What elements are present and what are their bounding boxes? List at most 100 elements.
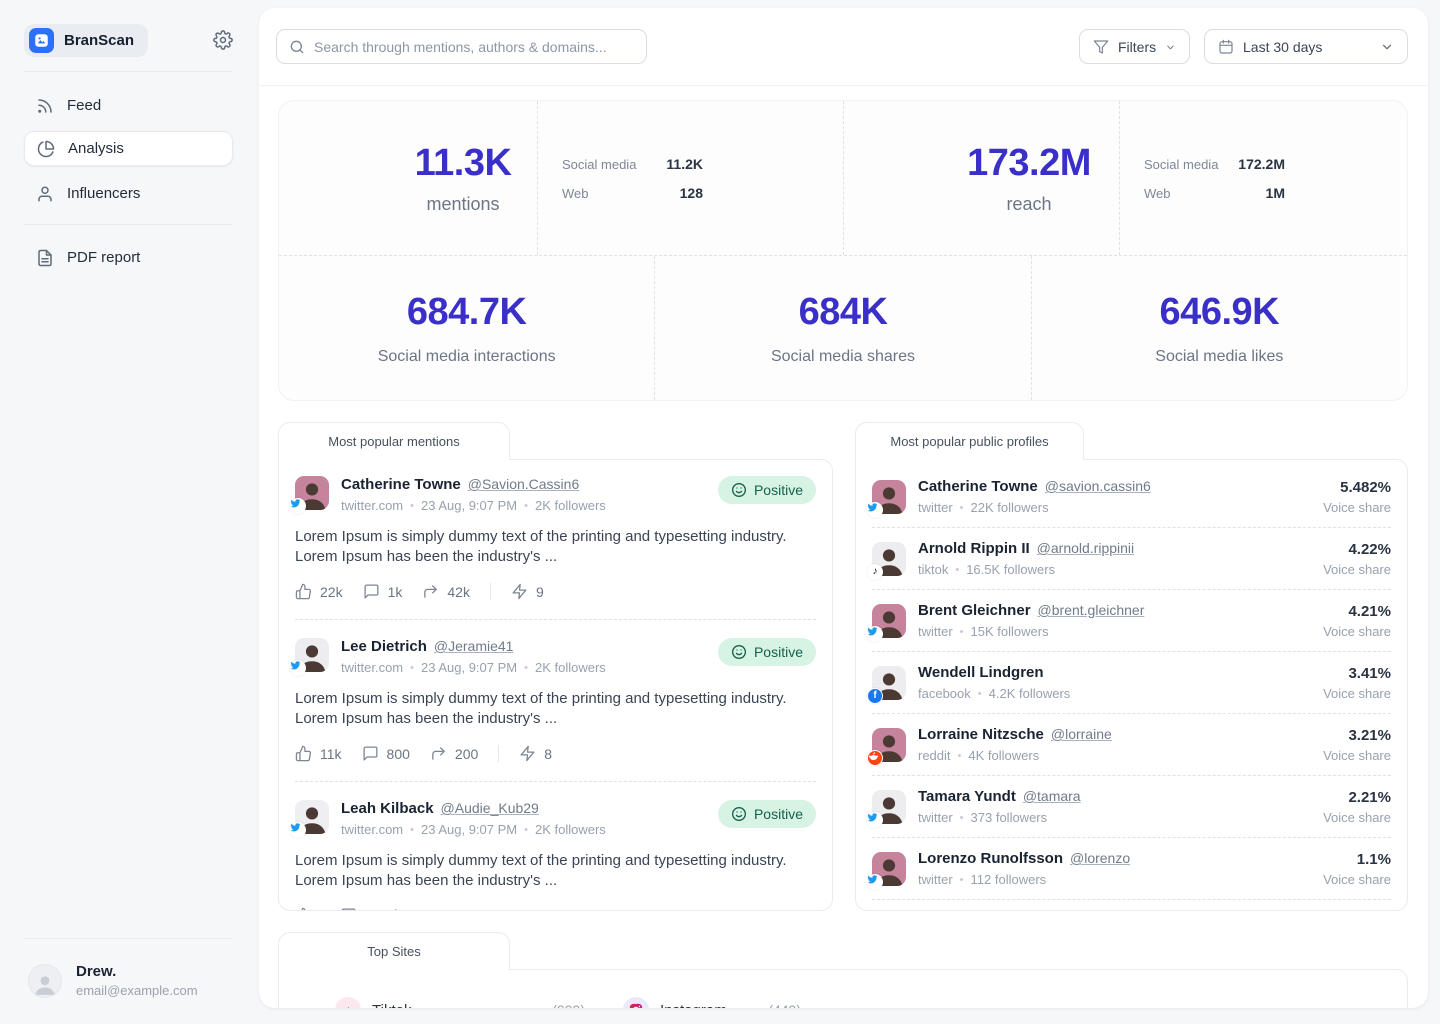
profile-followers: 4K followers	[968, 748, 1040, 763]
profile-row[interactable]: Lorenzo Runolfsson @lorenzo twitter • 112 fo…	[867, 838, 1391, 899]
profile-platform: reddit	[918, 748, 951, 763]
date-range-button[interactable]: Last 30 days	[1204, 29, 1408, 64]
likes-value: 646.9K	[1159, 290, 1280, 333]
mention-author-handle[interactable]: @Savion.Cassin6	[467, 476, 580, 492]
avatar	[290, 638, 329, 676]
main-panel: Filters Last 30 days 11.3K mentions Soci…	[259, 8, 1428, 1008]
profile-row[interactable]: Tamara Yundt @tamara twitter • 373 followers…	[867, 776, 1391, 837]
zap-stat-group[interactable]: 9	[511, 583, 544, 600]
profile-divider	[872, 651, 1391, 652]
sidebar-item-feed[interactable]: Feed	[24, 88, 233, 123]
profile-row[interactable]: Catherine Towne @savion.cassin6 twitter • 22…	[867, 466, 1391, 527]
dot-separator: •	[959, 811, 964, 824]
search-input-wrapper	[276, 29, 647, 64]
sidebar-item-label: Analysis	[68, 140, 124, 157]
search-input[interactable]	[314, 38, 634, 55]
profile-handle[interactable]: @lorraine	[1050, 726, 1112, 742]
likes-stat-group[interactable]: 22k	[295, 583, 343, 600]
profile-handle[interactable]: @savion.cassin6	[1044, 478, 1151, 494]
avatar	[867, 851, 906, 890]
user-account[interactable]: Drew. email@example.com	[28, 963, 198, 998]
profile-name: Wendell Lindgren	[918, 664, 1044, 681]
site-count: (999)	[552, 1002, 585, 1008]
tiktok-icon: ♪	[335, 997, 361, 1008]
profile-divider	[872, 713, 1391, 714]
chevron-down-icon	[1380, 40, 1394, 54]
interactions-value: 684.7K	[406, 290, 527, 333]
zap-stat-group[interactable]: 8	[519, 745, 552, 762]
reddit-alien-icon	[868, 751, 879, 760]
mention-followers: 2K followers	[534, 498, 606, 513]
twitter-bird-icon	[867, 502, 878, 511]
shares-stat-group[interactable]	[385, 907, 410, 910]
profile-row[interactable]: ♪ Arnold Rippin II @arnold.rippinii tiktok •…	[867, 528, 1391, 589]
mentions-total: 11.3K	[414, 141, 512, 184]
sidebar-item-pdf-report[interactable]: PDF report	[24, 240, 233, 275]
likes-stat-group[interactable]	[295, 907, 320, 910]
sidebar-divider	[24, 71, 233, 72]
avatar	[867, 727, 906, 766]
web-value: 1M	[1265, 184, 1285, 201]
mention-source: twitter.com	[341, 498, 404, 513]
comments-stat-group[interactable]: 1k	[363, 583, 402, 600]
site-entry-tiktok[interactable]: ♪ Tiktok (999)	[335, 997, 585, 1008]
dot-separator: •	[410, 823, 414, 836]
avatar	[867, 603, 906, 642]
reach-total: 173.2M	[967, 141, 1091, 184]
tab-most-popular-public-profiles[interactable]: Most popular public profiles	[855, 422, 1084, 460]
profile-handle[interactable]: @arnold.rippinii	[1036, 540, 1135, 556]
twitter-badge-icon	[290, 660, 306, 676]
profile-platform: tiktok	[918, 562, 949, 577]
reach-stat-group: 173.2M reach Social media 172.2M Web 1M	[843, 101, 1407, 255]
voice-share-label: Voice share	[1323, 871, 1391, 887]
comments-stat-group[interactable]: 800	[362, 745, 410, 762]
share-arrow-icon	[424, 585, 438, 598]
profile-divider	[872, 837, 1391, 838]
mention-divider	[295, 781, 816, 782]
twitter-bird-icon	[290, 499, 301, 508]
top-sites-card: ♪ Tiktok (999) Instagram (449)	[278, 969, 1408, 1008]
profile-followers: 22K followers	[970, 500, 1049, 515]
voice-share-label: Voice share	[1323, 623, 1391, 639]
tab-most-popular-mentions[interactable]: Most popular mentions	[278, 422, 510, 460]
sidebar-item-influencers[interactable]: Influencers	[24, 176, 233, 211]
comments-stat-group[interactable]	[340, 907, 365, 910]
profile-handle[interactable]: @tamara	[1022, 788, 1081, 804]
mention-item: Lee Dietrich @Jeramie41 twitter.com • 23 …	[290, 638, 816, 782]
brand-chip[interactable]: BranScan	[24, 24, 149, 57]
dot-separator: •	[959, 873, 964, 886]
site-entry-instagram[interactable]: Instagram (449)	[623, 997, 801, 1008]
tab-top-sites[interactable]: Top Sites	[278, 932, 510, 970]
profile-row[interactable]: Lorraine Nitzsche @lorraine reddit • 4K foll…	[867, 714, 1391, 775]
stats-summary: 11.3K mentions Social media 11.2K Web 128 …	[278, 100, 1408, 401]
voice-share-value: 3.41%	[1348, 664, 1391, 682]
twitter-badge-icon	[290, 822, 306, 838]
social-media-label: Social media	[1144, 156, 1219, 172]
profile-followers: 16.5K followers	[966, 562, 1056, 577]
interactions-label: Social media interactions	[377, 347, 556, 365]
twitter-bird-icon	[867, 874, 878, 883]
filters-button[interactable]: Filters	[1079, 29, 1190, 64]
shares-value: 684K	[798, 290, 888, 333]
shares-stat-group[interactable]: 200	[430, 745, 478, 762]
profile-row[interactable]: Brent Gleichner @brent.gleichner twitter • 1…	[867, 590, 1391, 651]
tiktok-badge-icon: ♪	[867, 563, 883, 580]
mention-author-handle[interactable]: @Jeramie41	[433, 638, 514, 654]
profile-handle[interactable]: @lorenzo	[1070, 850, 1131, 866]
mention-author-handle[interactable]: @Audie_Kub29	[440, 800, 539, 816]
likes-stat-group[interactable]: 11k	[295, 745, 342, 762]
sidebar-item-analysis[interactable]: Analysis	[24, 131, 233, 166]
profile-name: Lorenzo Runolfsson	[918, 850, 1063, 867]
profile-row[interactable]: f Wendell Lindgren facebook • 4.2K followers…	[867, 652, 1391, 713]
profile-name: Catherine Towne	[918, 478, 1038, 495]
profile-followers: 112 followers	[970, 872, 1047, 887]
thumbs-up-icon	[295, 583, 311, 600]
zap-count: 9	[535, 583, 544, 600]
profile-handle[interactable]: @brent.gleichner	[1037, 602, 1145, 618]
mentions-stat-group: 11.3K mentions Social media 11.2K Web 128	[279, 101, 843, 255]
rss-icon	[36, 97, 54, 115]
settings-gear-icon[interactable]	[213, 30, 233, 50]
profile-divider	[872, 589, 1391, 590]
shares-stat-group[interactable]: 42k	[422, 583, 470, 600]
file-text-icon	[36, 249, 54, 267]
